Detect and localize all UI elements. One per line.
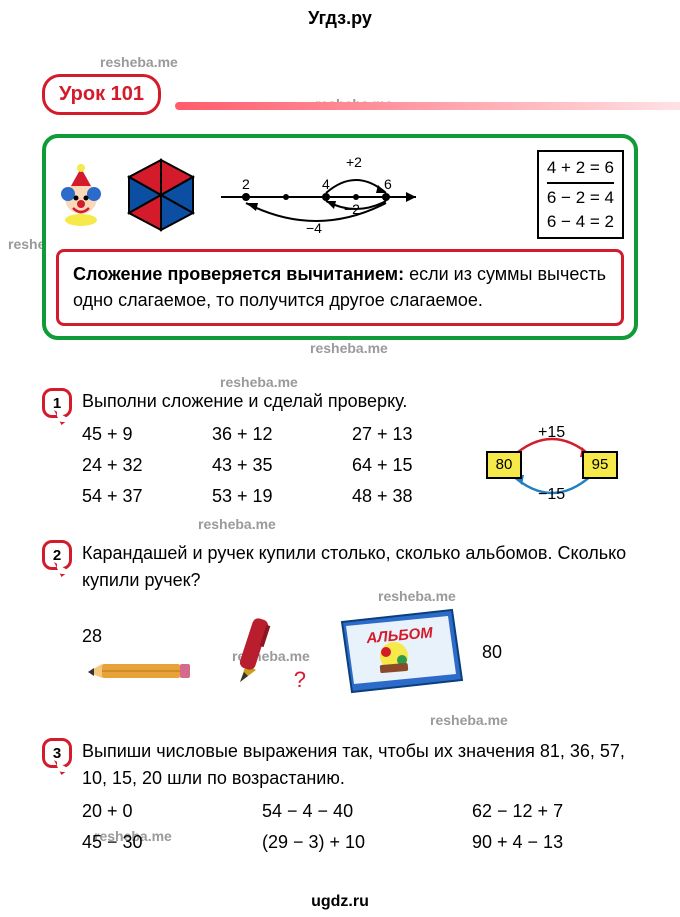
svg-text:2: 2 xyxy=(242,176,250,192)
pencil-icon xyxy=(82,650,192,682)
lesson-badge: Урок 101 xyxy=(42,74,161,115)
album-icon: АЛЬБОМ xyxy=(322,602,472,702)
rule-title: Сложение проверяется вычитанием: xyxy=(73,264,404,284)
watermark: resheba.me xyxy=(430,712,508,728)
svg-text:+2: +2 xyxy=(346,155,362,170)
lesson-label: Урок 101 xyxy=(59,83,144,105)
expr: 20 + 0 xyxy=(82,798,232,825)
album-item: АЛЬБОМ 80 xyxy=(322,602,502,702)
site-footer: ugdz.ru xyxy=(0,893,680,911)
task: 3 Выпиши числовые выражения так, чтобы и… xyxy=(42,738,642,856)
expr: 27 + 13 xyxy=(352,421,462,448)
site-header: Угдз.ру xyxy=(0,0,680,29)
equation-line: 6 − 4 = 2 xyxy=(547,210,614,234)
task-number-badge: 3 xyxy=(42,738,72,768)
expr: 62 − 12 + 7 xyxy=(472,798,632,825)
expr: 45 − 30 xyxy=(82,829,232,856)
expr: 54 − 4 − 40 xyxy=(262,798,442,825)
equation-line: 6 − 2 = 4 xyxy=(547,186,614,210)
expr: 45 + 9 xyxy=(82,421,192,448)
expr: 36 + 12 xyxy=(212,421,332,448)
task: 2 Карандашей и ручек купили столько, ско… xyxy=(42,540,642,702)
task-prompt: Выполни сложение и сделай проверку. xyxy=(82,388,642,415)
task: 1 Выполни сложение и сделай проверку. 45… xyxy=(42,388,642,510)
expr: 90 + 4 − 13 xyxy=(472,829,632,856)
svg-text:−4: −4 xyxy=(306,220,322,235)
expr: 64 + 15 xyxy=(352,452,462,479)
clown-icon xyxy=(56,164,106,226)
task-number-badge: 1 xyxy=(42,388,72,418)
pencil-item: 28 xyxy=(82,623,192,682)
number-line: 2 4 6 +2 −2 −4 xyxy=(216,155,529,235)
watermark: resheba.me xyxy=(100,54,178,70)
svg-text:4: 4 xyxy=(322,176,330,192)
inverse-right-box: 95 xyxy=(582,451,618,479)
expr: 24 + 32 xyxy=(82,452,192,479)
rule-panel: 2 4 6 +2 −2 −4 4 + 2 = 6 6 − 2 = 4 6 − 4… xyxy=(42,134,638,340)
task-number-badge: 2 xyxy=(42,540,72,570)
expr: 53 + 19 xyxy=(212,483,332,510)
watermark: resheba.me xyxy=(198,516,276,532)
inverse-bot-label: −15 xyxy=(538,483,565,507)
task-prompt: Карандашей и ручек купили столько, сколь… xyxy=(82,540,642,594)
expr: (29 − 3) + 10 xyxy=(262,829,442,856)
equation-box: 4 + 2 = 6 6 − 2 = 4 6 − 4 = 2 xyxy=(537,150,624,239)
expr: 54 + 37 xyxy=(82,483,192,510)
hexagon-icon xyxy=(114,154,208,236)
equation-line: 4 + 2 = 6 xyxy=(547,156,614,180)
svg-text:−2: −2 xyxy=(344,201,360,217)
pen-icon xyxy=(222,612,292,692)
inverse-left-box: 80 xyxy=(486,451,522,479)
pen-item: ? xyxy=(222,612,292,692)
inverse-diagram: +15 −15 80 95 xyxy=(482,421,622,507)
header-divider xyxy=(175,102,680,110)
expr: 43 + 35 xyxy=(212,452,332,479)
svg-text:6: 6 xyxy=(384,176,392,192)
task-prompt: Выпиши числовые выражения так, чтобы их … xyxy=(82,738,642,792)
rule-box: Сложение проверяется вычитанием: если из… xyxy=(56,249,624,325)
inverse-top-label: +15 xyxy=(538,421,565,445)
watermark: resheba.me xyxy=(310,340,388,356)
expr: 48 + 38 xyxy=(352,483,462,510)
